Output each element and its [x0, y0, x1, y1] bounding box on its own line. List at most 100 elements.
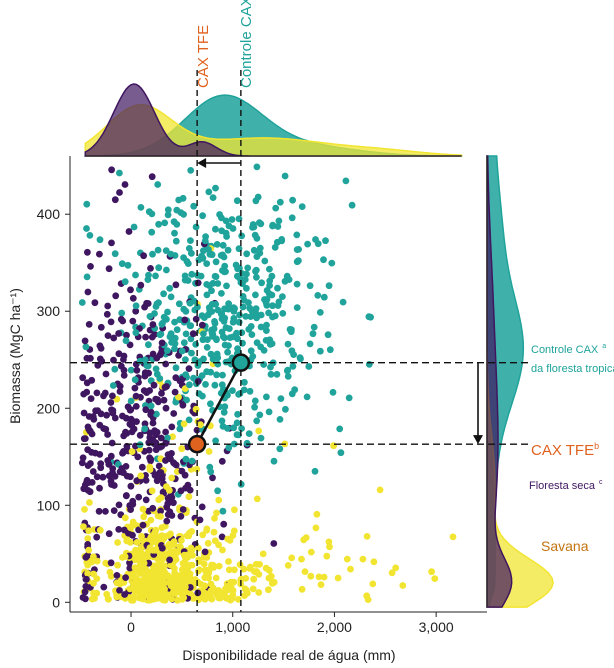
- scatter-point-dry: [92, 407, 99, 415]
- scatter-point-control: [252, 305, 260, 312]
- scatter-point-dry: [172, 281, 180, 289]
- scatter-point-dry: [126, 341, 134, 349]
- scatter-point-savanna: [259, 550, 267, 558]
- scatter-point-savanna: [255, 427, 263, 435]
- scatter-point-dry: [122, 463, 130, 470]
- scatter-point-control: [263, 393, 270, 401]
- scatter-point-savanna: [219, 546, 226, 554]
- scatter-point-dry: [143, 389, 151, 396]
- scatter-point-dry: [148, 173, 156, 181]
- scatter-point-dry: [218, 533, 226, 541]
- scatter-point-savanna: [146, 596, 154, 604]
- scatter-point-savanna: [173, 588, 181, 596]
- scatter-point-control: [336, 425, 344, 433]
- scatter-point-dry: [123, 331, 130, 339]
- annotation-right-savanna: Savana: [541, 538, 589, 554]
- scatter-point-control: [211, 318, 218, 325]
- scatter-point-savanna: [84, 535, 92, 542]
- scatter-point-control: [345, 394, 353, 402]
- scatter-point-savanna: [203, 594, 211, 602]
- scatter-point-control: [232, 261, 240, 269]
- scatter-point-dry: [162, 428, 170, 436]
- scatter-point-control: [256, 244, 264, 252]
- scatter-point-savanna: [205, 448, 213, 455]
- scatter-point-dry: [115, 330, 122, 337]
- scatter-point-dry: [82, 553, 90, 561]
- scatter-point-dry: [96, 421, 104, 429]
- scatter-point-control: [214, 487, 222, 495]
- scatter-point-dry: [110, 334, 118, 342]
- scatter-point-dry: [129, 317, 137, 325]
- scatter-point-control: [281, 277, 289, 285]
- x-tick-label: 3,000: [419, 619, 454, 635]
- scatter-point-savanna: [91, 595, 98, 602]
- scatter-point-dry: [132, 392, 140, 400]
- scatter-point-control: [269, 302, 276, 310]
- scatter-point-dry: [109, 407, 117, 414]
- scatter-point-control: [238, 425, 246, 432]
- y-axis-title: Biomassa (MgC ha⁻¹): [7, 288, 23, 424]
- scatter-point-control: [187, 335, 195, 343]
- scatter-point-dry: [131, 384, 139, 392]
- scatter-point-savanna: [135, 594, 143, 602]
- scatter-point-control: [278, 236, 286, 243]
- scatter-point-savanna: [284, 562, 292, 569]
- scatter-point-control: [205, 246, 212, 253]
- scatter-point-dry: [162, 360, 170, 368]
- scatter-point-control: [149, 250, 156, 258]
- scatter-point-dry: [110, 356, 117, 364]
- scatter-point-dry: [177, 512, 185, 520]
- scatter-point-dry: [109, 465, 117, 472]
- scatter-point-control: [234, 272, 241, 280]
- y-tick-label: 200: [37, 400, 61, 416]
- y-tick-label: 300: [37, 303, 61, 319]
- scatter-point-savanna: [199, 531, 207, 539]
- scatter-point-dry: [126, 559, 133, 567]
- scatter-point-savanna: [96, 526, 104, 534]
- scatter-point-control: [214, 306, 222, 314]
- scatter-point-control: [225, 300, 233, 308]
- scatter-point-control: [326, 346, 334, 354]
- scatter-point-control: [167, 293, 175, 301]
- scatter-point-dry: [119, 317, 127, 325]
- scatter-point-dry: [192, 315, 200, 323]
- scatter-point-control: [212, 225, 219, 233]
- scatter-point-control: [316, 309, 324, 316]
- scatter-point-dry: [83, 388, 91, 396]
- scatter-point-dry: [189, 330, 197, 338]
- scatter-points: [78, 163, 457, 604]
- scatter-point-control: [253, 273, 260, 281]
- scatter-point-control: [293, 304, 301, 311]
- scatter-point-savanna: [211, 537, 219, 545]
- scatter-point-control: [276, 445, 284, 453]
- scatter-point-dry: [122, 492, 130, 500]
- scatter-point-control: [342, 177, 350, 185]
- scatter-point-savanna: [312, 524, 320, 532]
- scatter-point-savanna: [93, 557, 101, 565]
- scatter-point-control: [161, 219, 169, 227]
- scatter-point-dry: [151, 472, 159, 479]
- scatter-point-dry: [166, 556, 174, 564]
- scatter-point-dry: [87, 263, 94, 270]
- scatter-point-control: [252, 291, 259, 299]
- scatter-point-control: [306, 340, 314, 348]
- scatter-point-savanna: [307, 572, 315, 580]
- scatter-point-savanna: [330, 442, 337, 450]
- arrow-x-head: [197, 158, 207, 168]
- scatter-point-dry: [78, 459, 86, 467]
- scatter-point-savanna: [183, 532, 191, 540]
- x-tick-label: 0: [127, 619, 135, 635]
- scatter-point-control: [261, 257, 269, 265]
- scatter-point-control: [214, 280, 222, 287]
- scatter-point-dry: [83, 476, 91, 484]
- scatter-point-control: [218, 417, 226, 425]
- scatter-point-control: [252, 267, 259, 275]
- scatter-point-control: [243, 250, 251, 258]
- scatter-point-savanna: [213, 509, 220, 517]
- scatter-point-savanna: [320, 573, 328, 581]
- scatter-point-dry: [156, 351, 164, 359]
- scatter-point-control: [170, 218, 178, 226]
- scatter-point-control: [288, 214, 296, 222]
- x-tick-label: 2,000: [317, 619, 352, 635]
- scatter-point-dry: [87, 460, 94, 467]
